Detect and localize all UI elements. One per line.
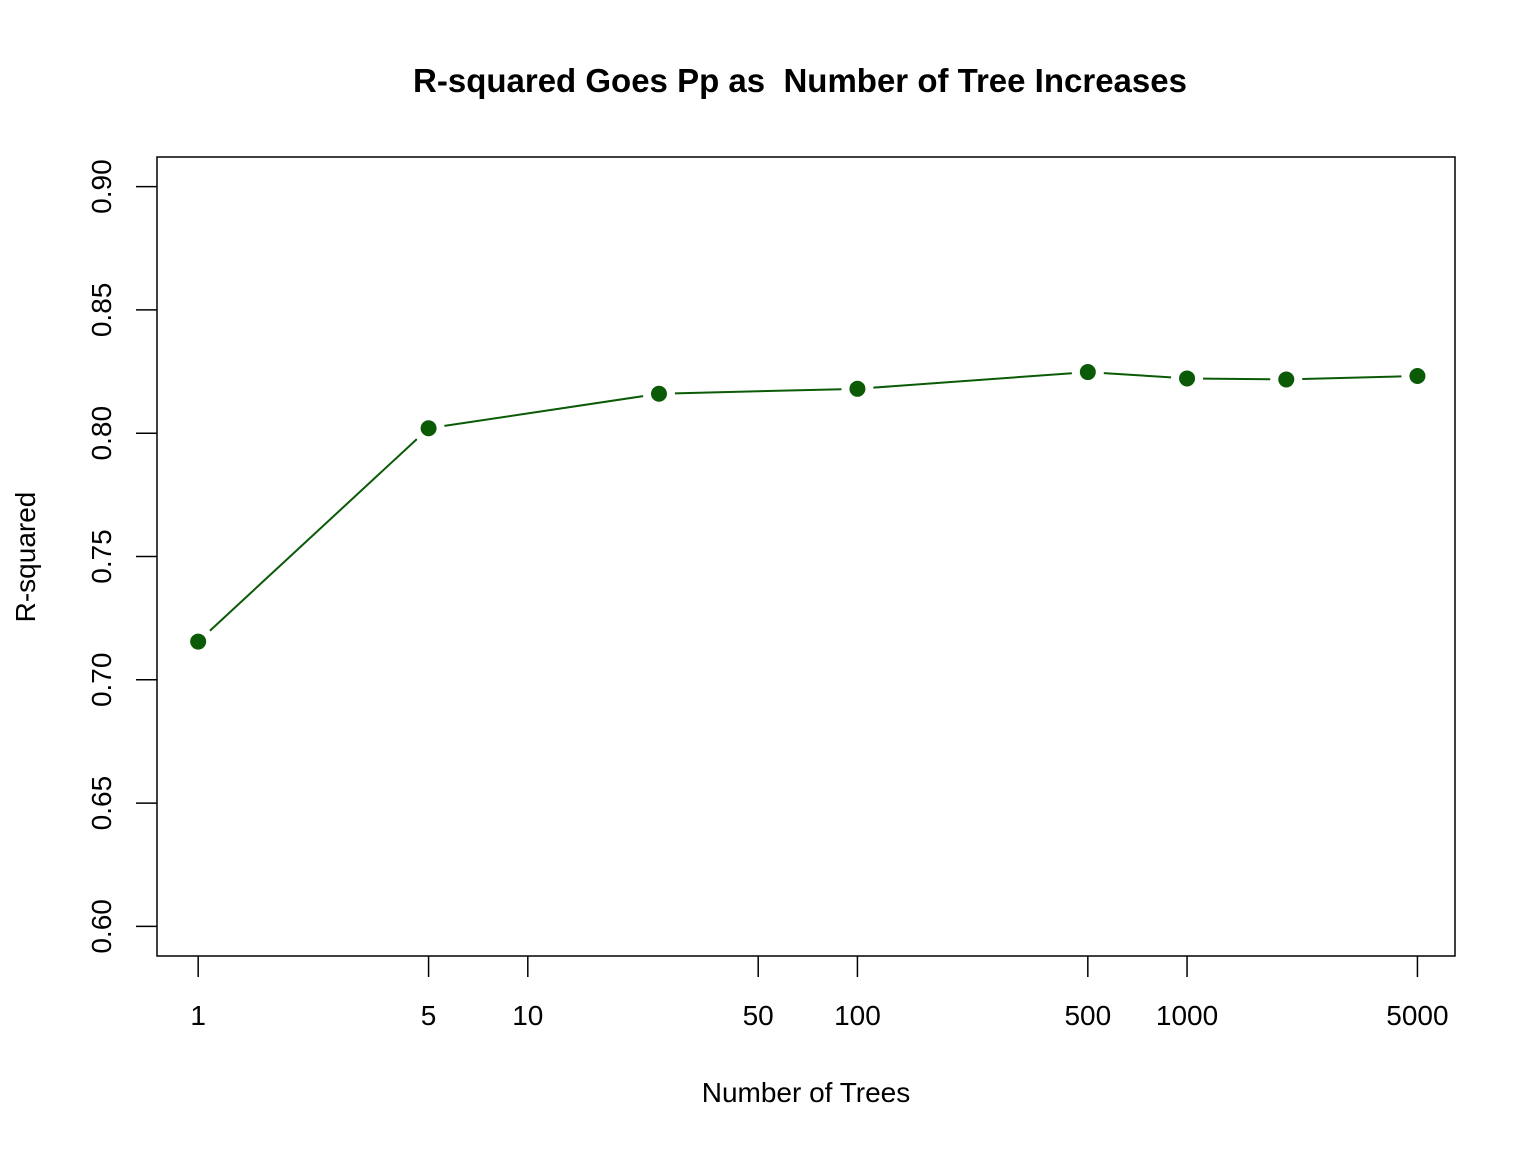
x-tick-label: 1 [190, 1000, 206, 1031]
data-point [1179, 370, 1196, 387]
data-point [650, 385, 667, 402]
y-tick-label: 0.70 [86, 653, 117, 708]
x-tick-label: 50 [743, 1000, 774, 1031]
data-point [1079, 364, 1096, 381]
data-point [190, 633, 207, 650]
x-tick-label: 5000 [1386, 1000, 1448, 1031]
y-tick-label: 0.65 [86, 776, 117, 831]
series-line-segment [444, 395, 644, 427]
x-tick-label: 1000 [1156, 1000, 1218, 1031]
y-tick-label: 0.75 [86, 529, 117, 584]
y-tick-label: 0.90 [86, 159, 117, 214]
data-point [849, 380, 866, 397]
series-line-segment [674, 388, 842, 395]
y-tick-label: 0.60 [86, 899, 117, 954]
data-point [1409, 367, 1426, 384]
y-tick-label: 0.80 [86, 406, 117, 461]
y-axis-label: R-squared [10, 492, 41, 623]
y-axis: 0.60 0.65 0.70 0.75 0.80 0.85 0.90 [86, 159, 157, 954]
series-line-segment [1203, 377, 1271, 381]
x-tick-label: 500 [1064, 1000, 1111, 1031]
y-tick-label: 0.85 [86, 283, 117, 338]
x-tick-label: 5 [421, 1000, 437, 1031]
series-line-segment [1103, 372, 1172, 379]
data-point [420, 420, 437, 437]
x-axis-label: Number of Trees [702, 1077, 911, 1108]
series-line-segment [1302, 375, 1402, 381]
x-tick-label: 100 [834, 1000, 881, 1031]
series-layer [190, 364, 1426, 650]
series-line-segment [873, 372, 1072, 389]
data-point [1278, 371, 1295, 388]
x-tick-label: 10 [512, 1000, 543, 1031]
series-line-segment [209, 438, 418, 632]
chart-title: R-squared Goes Pp as Number of Tree Incr… [413, 62, 1187, 99]
x-axis: 1 5 10 50 100 500 1000 5000 [190, 956, 1449, 1031]
